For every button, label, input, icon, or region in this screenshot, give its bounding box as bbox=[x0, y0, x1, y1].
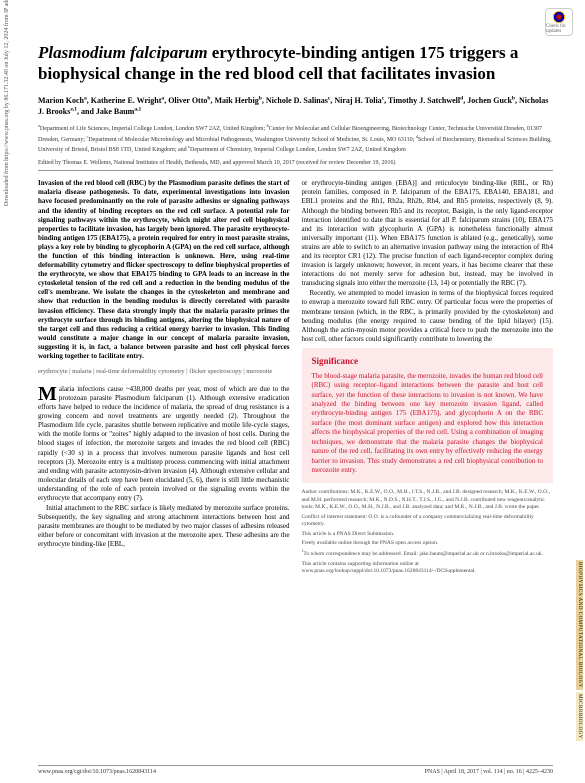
two-column-layout: Invasion of the red blood cell (RBC) by … bbox=[38, 179, 553, 577]
author-contributions: Author contributions: M.K., K.E.W., O.O.… bbox=[302, 489, 554, 511]
supporting-info: This article contains supporting informa… bbox=[302, 561, 554, 576]
body-p1: Malaria infections cause ~438,000 deaths… bbox=[38, 385, 290, 503]
significance-box: Significance The blood-stage malaria par… bbox=[302, 348, 554, 484]
body-p1-text: alaria infections cause ~438,000 deaths … bbox=[38, 385, 290, 502]
conflict-statement: Conflict of interest statement: O.O. is … bbox=[302, 514, 554, 529]
body-right: or erythrocyte-binding antigen (EBA)] an… bbox=[302, 179, 554, 344]
affiliations: aDepartment of Life Sciences, Imperial C… bbox=[38, 123, 553, 155]
significance-title: Significance bbox=[312, 356, 544, 368]
left-column: Invasion of the red blood cell (RBC) by … bbox=[38, 179, 290, 577]
dropcap: M bbox=[38, 385, 59, 402]
edited-by: Edited by Thomas E. Wellems, National In… bbox=[38, 160, 553, 171]
significance-text: The blood-stage malaria parasite, the me… bbox=[312, 372, 544, 476]
footer-citation: PNAS | April 18, 2017 | vol. 114 | no. 1… bbox=[425, 769, 553, 775]
correspondence: 1To whom correspondence may be addressed… bbox=[302, 549, 554, 558]
check-updates-badge[interactable]: Check for updates bbox=[545, 8, 573, 36]
title-italic: Plasmodium falciparum bbox=[38, 43, 208, 62]
body-p3: or erythrocyte-binding antigen (EBA)] an… bbox=[302, 179, 554, 288]
article-content: Plasmodium falciparum erythrocyte-bindin… bbox=[0, 0, 585, 588]
category-biophysics: BIOPHYSICS AND COMPUTATIONAL BIOLOGY bbox=[576, 560, 583, 690]
body-p2: Initial attachment to the RBC surface is… bbox=[38, 504, 290, 549]
article-footer-meta: Author contributions: M.K., K.E.W., O.O.… bbox=[302, 489, 554, 575]
article-title: Plasmodium falciparum erythrocyte-bindin… bbox=[38, 42, 553, 85]
direct-submission: This article is a PNAS Direct Submission… bbox=[302, 531, 554, 538]
page-footer: www.pnas.org/cgi/doi/10.1073/pnas.162084… bbox=[38, 765, 553, 775]
keywords: erythrocyte | malaria | real-time deform… bbox=[38, 367, 290, 377]
right-column: or erythrocyte-binding antigen (EBA)] an… bbox=[302, 179, 554, 577]
body-p4: Recently, we attempted to model invasion… bbox=[302, 289, 554, 344]
author-list: Marion Kocha, Katherine E. Wrighta, Oliv… bbox=[38, 95, 553, 117]
body-left: Malaria infections cause ~438,000 deaths… bbox=[38, 385, 290, 550]
category-microbiology: MICROBIOLOGY bbox=[576, 692, 583, 741]
category-side-labels: BIOPHYSICS AND COMPUTATIONAL BIOLOGY MIC… bbox=[576, 560, 583, 741]
check-icon bbox=[553, 11, 565, 23]
footer-doi: www.pnas.org/cgi/doi/10.1073/pnas.162084… bbox=[38, 769, 156, 775]
abstract-text: Invasion of the red blood cell (RBC) by … bbox=[38, 179, 290, 361]
download-sidebar-text: Downloaded from https://www.pnas.org by … bbox=[4, 0, 10, 280]
check-label: Check for updates bbox=[546, 24, 572, 34]
open-access: Freely available online through the PNAS… bbox=[302, 540, 554, 547]
